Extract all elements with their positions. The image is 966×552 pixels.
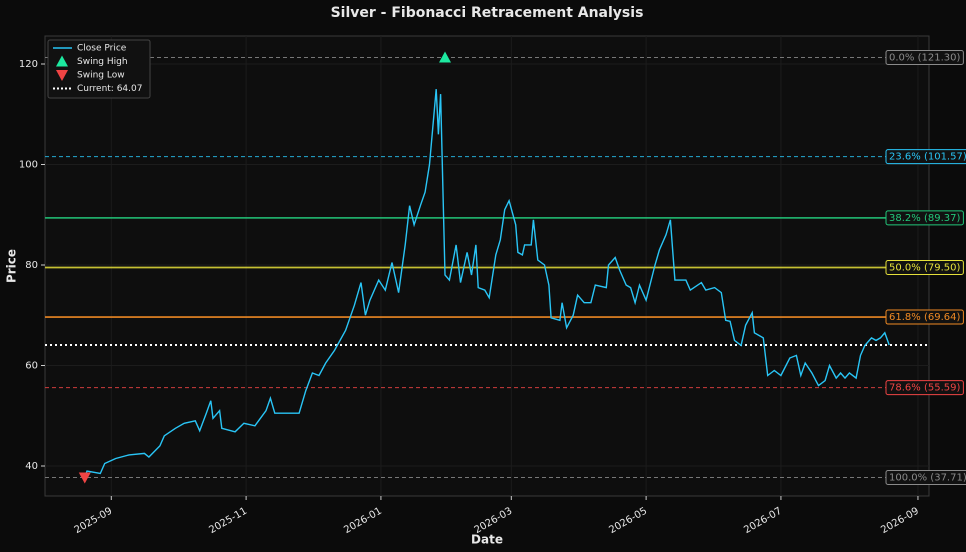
x-tick-label: 2025-11: [207, 506, 249, 536]
fib-label-text: 38.2% (89.37): [889, 213, 960, 224]
legend-label: Swing Low: [77, 71, 125, 81]
fib-label-text: 50.0% (79.50): [889, 263, 960, 274]
fib-label-box: [885, 49, 964, 65]
fib-label: 23.6% (101.57): [885, 149, 966, 165]
fib-label: 0.0% (121.30): [885, 49, 964, 65]
x-tick-label: 2026-07: [742, 506, 784, 536]
fib-label-box: [885, 380, 964, 396]
legend-swatch: [56, 70, 68, 81]
fib-label-text: 61.8% (69.64): [889, 312, 960, 323]
x-axis-label: Date: [471, 533, 503, 547]
fib-label: 50.0% (79.50): [885, 260, 964, 276]
fib-label-text: 100.0% (37.71): [889, 473, 966, 484]
fib-label-box: [885, 210, 964, 226]
legend-box: [47, 39, 151, 99]
fib-label-text: 0.0% (121.30): [889, 52, 960, 63]
y-tick-label: 80: [25, 260, 38, 271]
y-axis-label: Price: [5, 249, 19, 283]
x-tick-label: 2026-05: [607, 506, 649, 536]
x-tick-label: 2025-09: [73, 506, 115, 536]
legend-label: Swing High: [77, 57, 128, 67]
swing-low-marker: [78, 472, 91, 484]
price-line: [84, 89, 890, 478]
swing-high-marker: [439, 51, 452, 63]
x-tick-label: 2026-09: [879, 506, 921, 536]
x-tick-label: 2026-01: [342, 506, 384, 536]
fib-label-box: [885, 260, 964, 276]
y-tick-label: 60: [25, 360, 38, 371]
y-tick-label: 100: [19, 159, 38, 170]
plot-area: [44, 35, 930, 497]
fib-label: 78.6% (55.59): [885, 380, 964, 396]
fib-label-box: [885, 470, 966, 486]
fib-label-box: [885, 309, 964, 325]
fib-label: 38.2% (89.37): [885, 210, 964, 226]
legend-label: Current: 64.07: [77, 84, 142, 94]
fib-label-box: [885, 149, 966, 165]
chart-title: Silver - Fibonacci Retracement Analysis: [331, 5, 644, 21]
legend-swatch: [56, 55, 68, 67]
y-tick-label: 40: [25, 461, 38, 472]
legend-label: Close Price: [77, 44, 127, 54]
fib-label: 100.0% (37.71): [885, 470, 966, 486]
fib-label-text: 23.6% (101.57): [889, 152, 966, 163]
y-tick-label: 120: [19, 59, 38, 70]
legend: Close Price Swing High Swing Low Current: 6…: [47, 39, 151, 99]
fib-label-text: 78.6% (55.59): [889, 383, 960, 394]
fib-label: 61.8% (69.64): [885, 309, 964, 325]
